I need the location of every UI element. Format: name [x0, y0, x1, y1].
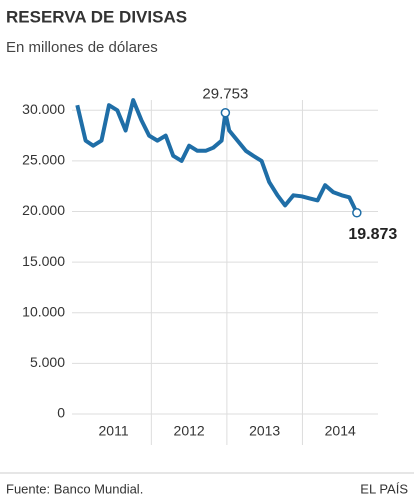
y-tick-label: 10.000: [22, 303, 65, 319]
y-tick-label: 0: [57, 405, 65, 421]
annotation-label: 29.753: [202, 86, 248, 103]
annotation-label: 19.873: [348, 226, 397, 243]
brand: EL PAÍS: [360, 481, 408, 496]
x-tick-label: 2012: [174, 423, 205, 439]
y-tick-label: 20.000: [22, 202, 65, 218]
y-tick-label: 15.000: [22, 253, 65, 269]
x-tick-label: 2011: [99, 423, 129, 439]
y-tick-label: 5.000: [30, 354, 65, 370]
chart-subtitle: En millones de dólares: [6, 39, 158, 56]
line-series: [75, 98, 359, 214]
x-tick-label: 2013: [249, 423, 280, 439]
annotation-marker: [220, 108, 231, 118]
x-tick-label: 2014: [325, 423, 356, 439]
y-tick-label: 30.000: [22, 101, 65, 117]
y-tick-label: 25.000: [22, 152, 65, 168]
annotation-marker: [352, 208, 362, 218]
source: Fuente: Banco Mundial.: [6, 481, 143, 496]
chart-title: RESERVA DE DIVISAS: [6, 7, 187, 26]
